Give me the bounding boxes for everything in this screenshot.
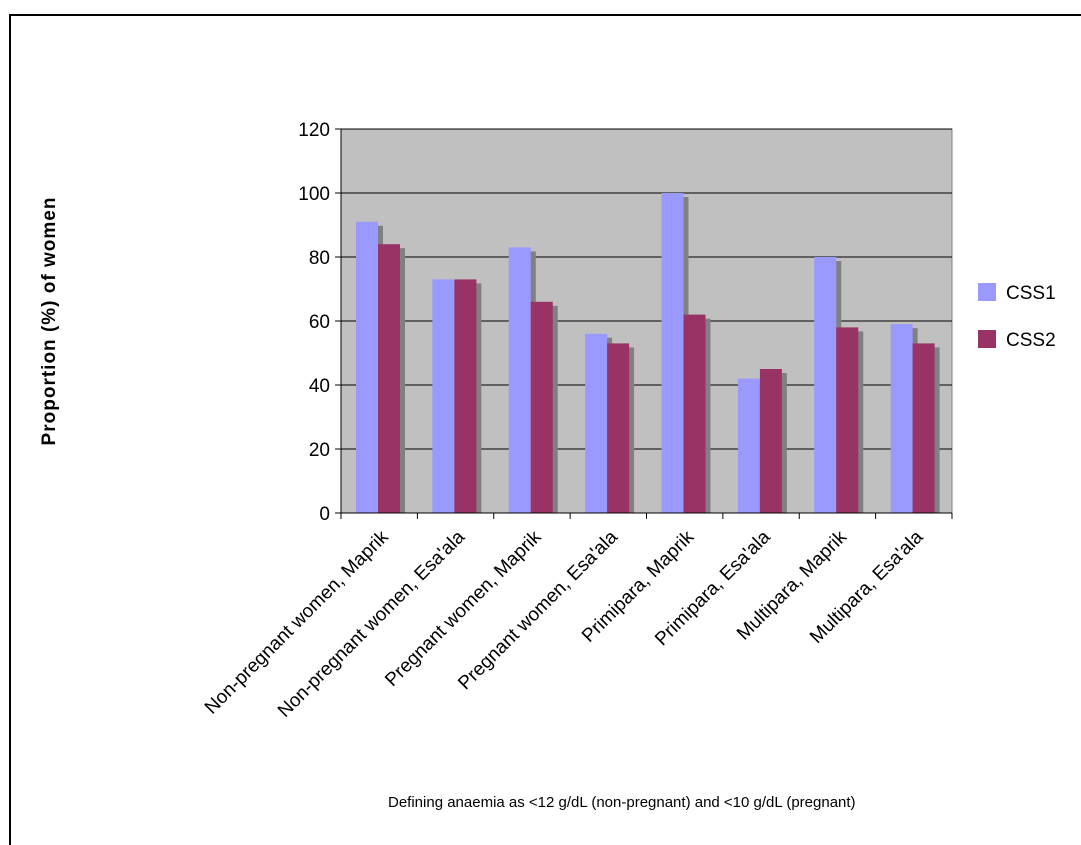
y-tick-label: 20 [309, 440, 330, 461]
bar-css1 [356, 221, 378, 514]
bars [356, 193, 940, 514]
bar-css1 [890, 324, 913, 513]
bar-css2 [683, 314, 706, 513]
bar-css2 [454, 279, 477, 513]
y-tick-label: 120 [298, 120, 330, 141]
bar-css2 [836, 327, 859, 513]
bar-css2 [378, 244, 400, 513]
legend-swatch-css1 [978, 283, 996, 301]
annotation-note: Defining anaemia as <12 g/dL (non-pregna… [388, 794, 856, 811]
bar-css2 [759, 369, 782, 513]
legend-label: CSS2 [1006, 330, 1056, 351]
bar-css1 [814, 257, 837, 513]
bar-css2 [607, 343, 630, 513]
bar-css2 [530, 301, 553, 513]
chart-frame: 0 20 40 60 80 100 120 Non-pregnant women, Mapr… [9, 14, 1081, 845]
legend: CSS1 CSS2 [978, 283, 1056, 351]
x-tick-label: Pregnant women, Esa'ala [454, 526, 622, 694]
bar-css1 [737, 378, 760, 513]
y-tick-label: 0 [319, 504, 330, 525]
y-tick-label: 100 [298, 184, 330, 205]
legend-label: CSS1 [1006, 283, 1056, 304]
bar-css2 [912, 343, 935, 513]
y-axis-ticks: 0 20 40 60 80 100 120 [298, 120, 341, 525]
x-tick-label: Pregnant women, Maprik [381, 526, 546, 691]
y-tick-label: 40 [309, 376, 330, 397]
bar-css1 [508, 247, 531, 513]
bar-css1 [432, 279, 455, 513]
y-tick-label: 80 [309, 248, 330, 269]
bar-chart: 0 20 40 60 80 100 120 Non-pregnant women, Mapr… [39, 120, 1056, 811]
y-tick-label: 60 [309, 312, 330, 333]
bar-css1 [661, 193, 684, 513]
bar-css1 [585, 333, 608, 513]
legend-swatch-css2 [978, 330, 996, 348]
y-axis-title: Proportion (%) of women [39, 197, 60, 446]
